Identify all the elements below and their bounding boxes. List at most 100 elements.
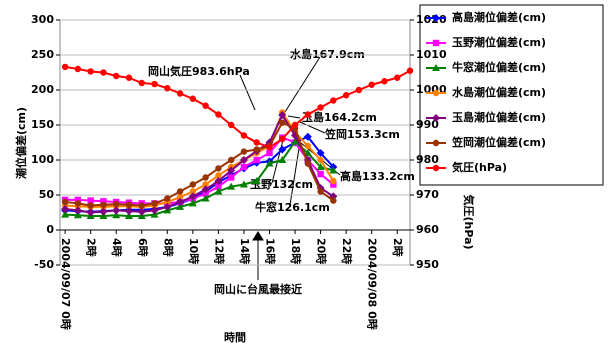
point <box>304 142 312 150</box>
point <box>112 211 121 219</box>
point <box>278 156 287 163</box>
x-tick-label: 8時 <box>161 238 175 257</box>
point <box>355 86 363 94</box>
point <box>291 137 300 145</box>
point <box>317 188 324 195</box>
x-tick-label: 6時 <box>136 238 150 257</box>
point <box>164 195 171 202</box>
point <box>317 104 324 111</box>
point <box>279 119 286 126</box>
point <box>100 198 107 205</box>
point <box>317 156 324 164</box>
point <box>368 81 375 88</box>
x-tick-label: 12時 <box>212 238 226 264</box>
x-tick-label: 10時 <box>187 238 201 264</box>
point <box>240 132 248 139</box>
point <box>112 206 121 215</box>
series-line <box>65 136 334 205</box>
point <box>316 149 325 157</box>
point <box>100 69 107 76</box>
annotation: 玉島164.2cm <box>302 110 377 124</box>
y2-tick-label: 950 <box>416 258 439 271</box>
point <box>214 187 223 195</box>
point <box>266 149 273 157</box>
point <box>214 177 223 185</box>
point <box>124 207 133 216</box>
series-line <box>65 121 334 207</box>
legend-label: 牛窓潮位偏差(cm) <box>452 60 546 74</box>
x-tick-label: 16時 <box>263 238 277 264</box>
point <box>227 174 235 181</box>
point <box>113 200 120 208</box>
point <box>201 194 210 202</box>
point <box>188 199 197 207</box>
y2-axis-title: 気圧(hPa) <box>462 194 476 249</box>
point <box>291 121 299 129</box>
legend-label: 玉野潮位偏差(cm) <box>452 35 546 49</box>
point <box>176 193 184 201</box>
annotation: 岡山気圧983.6hPa <box>148 64 250 78</box>
point <box>151 80 158 88</box>
point <box>176 198 185 206</box>
point <box>150 206 159 215</box>
point <box>164 85 171 92</box>
point <box>202 102 209 109</box>
point <box>432 114 440 122</box>
point <box>189 95 197 102</box>
point <box>100 201 107 208</box>
point <box>432 14 440 22</box>
point <box>151 200 158 207</box>
point <box>432 39 440 47</box>
point <box>330 181 337 188</box>
point <box>240 148 248 155</box>
point <box>342 92 350 99</box>
point <box>330 97 337 104</box>
y2-tick-label: 980 <box>416 153 439 166</box>
legend-label: 高島潮位偏差(cm) <box>452 10 546 24</box>
legend <box>419 4 604 186</box>
point <box>74 65 82 73</box>
point <box>202 174 209 181</box>
x-tick-label: 2時 <box>391 238 405 257</box>
point <box>316 163 325 170</box>
point <box>279 135 286 143</box>
point <box>215 111 222 118</box>
point <box>304 160 312 167</box>
point <box>303 132 312 141</box>
point <box>61 210 70 218</box>
point <box>74 200 82 207</box>
point <box>74 196 82 204</box>
point <box>266 144 273 151</box>
point <box>87 202 94 209</box>
x-tick-label: 20時 <box>315 238 329 264</box>
point <box>330 177 337 185</box>
point <box>61 63 69 71</box>
point <box>189 188 197 195</box>
annotation: 高島133.2cm <box>340 169 415 183</box>
y2-tick-label: 990 <box>416 118 439 131</box>
point <box>176 188 184 195</box>
point <box>227 121 235 129</box>
y-tick-label: 150 <box>31 118 54 131</box>
legend-label: 気圧(hPa) <box>452 160 507 174</box>
point <box>188 192 197 201</box>
y-axis-title: 潮位偏差(cm) <box>14 107 28 179</box>
point <box>215 165 222 172</box>
point <box>252 177 261 184</box>
y2-tick-label: 970 <box>416 188 439 201</box>
point <box>227 166 236 175</box>
point <box>125 201 133 208</box>
y-tick-label: 250 <box>31 48 54 61</box>
y-tick-label: 300 <box>31 13 54 26</box>
x-tick-label: 14時 <box>238 238 252 264</box>
point <box>138 79 145 87</box>
annotation: 水島167.9cm <box>290 47 365 61</box>
x-tick-label: 2時 <box>85 238 99 257</box>
point <box>201 185 210 194</box>
legend-label: 笠岡潮位偏差(cm) <box>451 135 546 149</box>
series-line <box>65 110 335 208</box>
x-tick-label: 2004/09/08 0時 <box>366 238 380 330</box>
point <box>73 211 82 219</box>
point <box>176 90 184 97</box>
